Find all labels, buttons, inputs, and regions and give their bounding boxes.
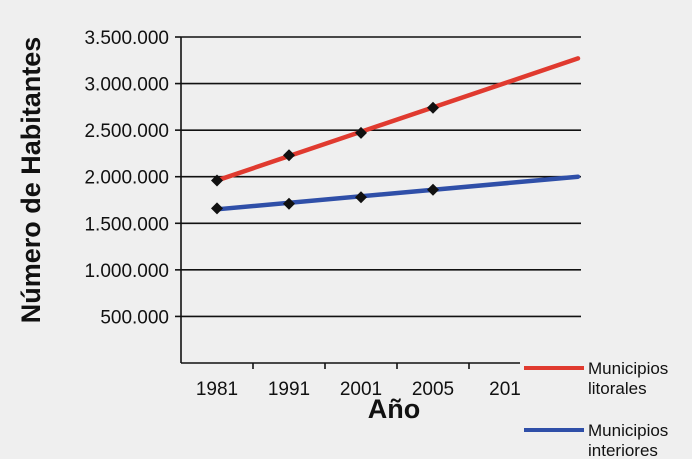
trend-line xyxy=(214,174,581,212)
data-point xyxy=(427,101,439,114)
grid-lines xyxy=(181,36,581,318)
data-point xyxy=(355,191,367,204)
y-tick-labels: 500.000 1.000.000 1.500.000 2.000.000 2.500.… xyxy=(84,28,169,328)
x-tick-label: 2005 xyxy=(412,379,454,400)
data-point xyxy=(427,183,439,196)
legend-label: litorales xyxy=(588,379,647,398)
data-point xyxy=(283,197,295,210)
series-0 xyxy=(211,56,581,187)
legend-label: Municipios xyxy=(588,421,668,440)
y-tick-label: 2.000.000 xyxy=(84,168,169,189)
x-tick-label: 1991 xyxy=(268,379,310,400)
data-point xyxy=(211,174,223,187)
y-tick-label: 500.000 xyxy=(100,307,169,328)
y-tick-label: 3.500.000 xyxy=(84,28,169,49)
series-1 xyxy=(211,174,581,215)
data-point xyxy=(211,202,223,215)
y-tick-label: 1.500.000 xyxy=(84,214,169,235)
x-tick-labels: 1981 1991 2001 2005 201 xyxy=(196,379,521,400)
x-tick-label: 1981 xyxy=(196,379,238,400)
axes xyxy=(175,36,520,369)
x-axis-title: Año xyxy=(368,394,420,424)
data-point xyxy=(283,149,295,162)
y-tick-label: 2.500.000 xyxy=(84,121,169,142)
x-tick-label: 2001 xyxy=(340,379,382,400)
y-tick-label: 1.000.000 xyxy=(84,261,169,282)
y-axis-title: Número de Habitantes xyxy=(16,37,46,324)
y-tick-label: 3.000.000 xyxy=(84,75,169,96)
trend-line xyxy=(214,56,581,183)
data-point xyxy=(355,126,367,139)
x-tick-label: 201 xyxy=(489,379,521,400)
legend-label: interiores xyxy=(588,441,658,459)
series xyxy=(211,56,581,215)
legend-label: Municipios xyxy=(588,359,668,378)
